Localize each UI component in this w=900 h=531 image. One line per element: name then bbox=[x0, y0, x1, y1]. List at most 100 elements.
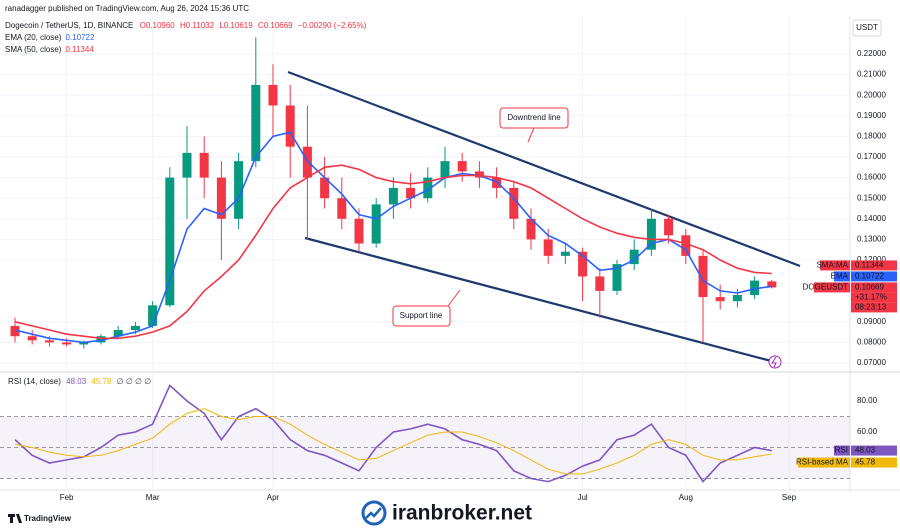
tag-value: 48.03 bbox=[855, 446, 876, 455]
tag-name-box bbox=[834, 445, 850, 456]
published-line: ranadagger published on TradingView.com,… bbox=[5, 4, 249, 13]
ohlc: C0.10669 bbox=[258, 21, 293, 30]
legend-extra: ∅ ∅ ∅ ∅ bbox=[117, 377, 152, 386]
annotation: Support line bbox=[400, 311, 443, 320]
ohlc: O0.10960 bbox=[140, 21, 176, 30]
tag-value: 0.10722 bbox=[855, 272, 884, 281]
candle-body bbox=[216, 177, 226, 219]
legend-name: EMA (20, close) bbox=[5, 33, 62, 42]
candle-body bbox=[199, 152, 209, 178]
callout-line bbox=[447, 289, 461, 307]
candle-body bbox=[388, 187, 398, 205]
brand: TradingView bbox=[24, 514, 72, 523]
ohlc: −0.00290 (−2.65%) bbox=[298, 21, 367, 30]
y-tick-label: 80.00 bbox=[857, 396, 878, 405]
tag-name-box bbox=[798, 457, 850, 468]
indicator-line bbox=[14, 164, 772, 340]
candle-body bbox=[354, 218, 364, 244]
candle-body bbox=[560, 251, 570, 256]
tag-name-box bbox=[820, 260, 850, 271]
y-tick-label: 60.00 bbox=[857, 427, 878, 436]
tag-extra: +31.17% bbox=[855, 293, 887, 302]
y-tick-label: 0.21000 bbox=[857, 70, 886, 79]
y-tick-label: 0.20000 bbox=[857, 90, 886, 99]
legend-value: 48.03 bbox=[66, 377, 87, 386]
legend-value: 0.10722 bbox=[65, 33, 94, 42]
tag-value-box bbox=[851, 271, 897, 282]
tag-extra-box bbox=[851, 302, 897, 313]
event-icon bbox=[771, 356, 777, 368]
candle-body bbox=[715, 297, 725, 302]
x-tick-label: Feb bbox=[60, 493, 74, 502]
y-tick-label: 0.19000 bbox=[857, 111, 886, 120]
y-tick-label: 0.12000 bbox=[857, 255, 886, 264]
candle-body bbox=[423, 177, 433, 199]
candle-body bbox=[664, 218, 674, 236]
candle-body bbox=[681, 235, 691, 256]
y-tick-label: 0.15000 bbox=[857, 193, 886, 202]
tag-extra: 08:23:13 bbox=[855, 303, 887, 312]
y-tick-label: 0.22000 bbox=[857, 49, 886, 58]
tag-name: DOGEUSDT bbox=[803, 283, 848, 292]
y-tick-label: 0.16000 bbox=[857, 173, 886, 182]
tag-name-box bbox=[814, 282, 850, 293]
candle-body bbox=[474, 171, 484, 178]
x-tick-label: Mar bbox=[146, 493, 160, 502]
candle-body bbox=[113, 330, 123, 337]
tag-name-box bbox=[834, 271, 850, 282]
candle-body bbox=[543, 239, 553, 256]
x-tick-label: Jul bbox=[577, 493, 587, 502]
y-tick-label: 0.14000 bbox=[857, 214, 886, 223]
y-tick-label: 0.08000 bbox=[857, 338, 886, 347]
tag-value-box bbox=[851, 457, 897, 468]
candle-body bbox=[320, 177, 330, 199]
watermark-logo bbox=[361, 500, 387, 526]
ohlc: L0.10619 bbox=[219, 21, 253, 30]
x-tick-label: Sep bbox=[782, 493, 797, 502]
candle-body bbox=[629, 249, 639, 265]
tag-name: SMA:MA bbox=[816, 261, 848, 270]
symbol: Dogecoin / TetherUS, 1D, BINANCE bbox=[5, 21, 133, 30]
legend-entry: SMA (50, close) 0.11344 bbox=[5, 45, 94, 54]
tag-value-box bbox=[851, 260, 897, 271]
y-tick-label: 0.07000 bbox=[857, 358, 886, 367]
callout-line bbox=[527, 127, 535, 143]
candle-body bbox=[79, 342, 89, 345]
unit-box bbox=[852, 19, 882, 37]
candle-body bbox=[440, 161, 450, 178]
brand-logo bbox=[8, 514, 22, 523]
candle-body bbox=[612, 264, 622, 291]
tag-value-box bbox=[851, 282, 897, 293]
candle-body bbox=[509, 187, 519, 219]
tag-name: RSI-based MA bbox=[796, 458, 849, 467]
x-tick-label: Apr bbox=[267, 493, 280, 502]
watermark-logo bbox=[365, 507, 382, 519]
candle-body bbox=[165, 177, 175, 306]
candle-body bbox=[234, 161, 244, 219]
watermark: iranbroker.net bbox=[392, 502, 532, 525]
candle-body bbox=[406, 187, 416, 199]
tag-extra-box bbox=[851, 292, 897, 303]
x-tick-label: Aug bbox=[679, 493, 693, 502]
candle-body bbox=[130, 325, 140, 331]
tag-value: 45.78 bbox=[855, 458, 876, 467]
candle-body bbox=[268, 84, 278, 106]
candle-body bbox=[96, 336, 106, 343]
tag-value: 0.10669 bbox=[855, 283, 884, 292]
y-tick-label: 0.18000 bbox=[857, 132, 886, 141]
legend-value: 0.11344 bbox=[65, 45, 94, 54]
unit: USDT bbox=[856, 23, 878, 32]
candle-body bbox=[62, 342, 72, 345]
tag-value: 0.11344 bbox=[855, 261, 884, 270]
candle-body bbox=[251, 84, 261, 162]
candle-body bbox=[767, 281, 777, 288]
candle-body bbox=[750, 280, 760, 296]
y-tick-label: 0.13000 bbox=[857, 235, 886, 244]
rsi-title: RSI (14, close) bbox=[8, 377, 61, 386]
support-line bbox=[304, 236, 776, 364]
indicator-line bbox=[14, 384, 772, 483]
ohlc: H0.11032 bbox=[180, 21, 215, 30]
candle-body bbox=[732, 295, 742, 302]
